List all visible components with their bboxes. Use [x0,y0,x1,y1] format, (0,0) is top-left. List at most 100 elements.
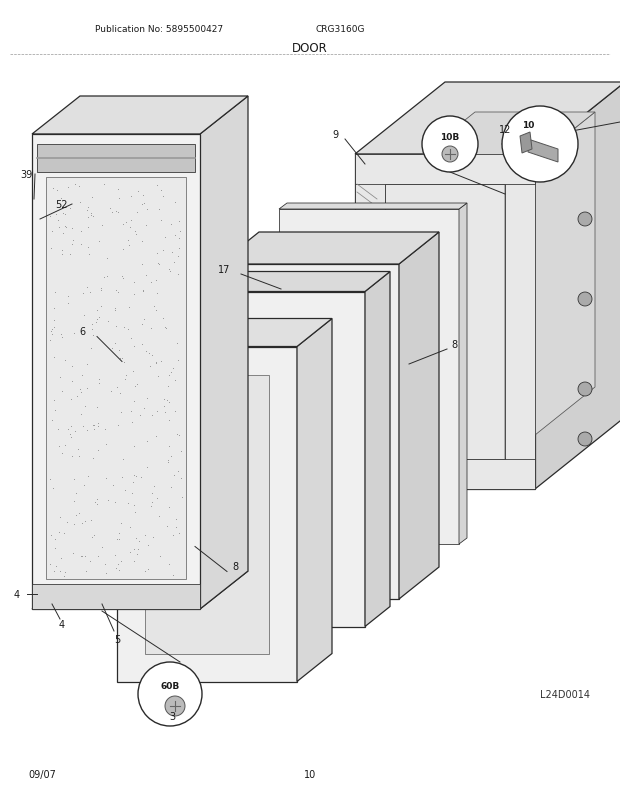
Point [154,510,164,523]
Point [94,377,104,390]
Text: 10: 10 [304,769,316,779]
Point [122,217,131,229]
Point [118,272,128,285]
Point [94,236,104,249]
Point [118,243,128,256]
Point [136,338,146,351]
Point [126,190,136,203]
Point [97,541,107,553]
Point [149,480,159,492]
Polygon shape [219,265,399,599]
Point [172,513,182,526]
Point [140,313,149,326]
Point [174,215,184,228]
Point [65,248,75,261]
Point [130,380,140,393]
Point [50,286,60,298]
Point [63,423,73,435]
Point [57,448,67,460]
Point [50,395,60,407]
Point [89,419,99,431]
Point [55,371,65,384]
Point [49,302,59,314]
Point [112,533,122,545]
Point [128,476,138,488]
Point [68,234,78,247]
Point [71,508,81,521]
Point [130,395,140,408]
Point [176,445,186,458]
Point [131,532,141,545]
Point [56,328,66,341]
Point [50,533,60,545]
Point [60,569,69,582]
Point [54,525,64,538]
Point [107,207,117,220]
Point [87,192,97,205]
Point [94,374,104,387]
Text: 10B: 10B [440,133,459,142]
Point [170,375,180,387]
Point [176,472,186,484]
Point [129,340,139,353]
Point [141,269,151,282]
Point [170,406,180,419]
Point [118,219,128,232]
Point [79,516,89,529]
Polygon shape [185,272,390,292]
Text: 17: 17 [218,265,230,274]
Point [126,405,136,418]
Point [172,337,182,350]
Point [67,238,77,251]
Point [87,209,97,222]
Point [117,407,126,419]
Point [129,440,139,453]
Point [87,452,97,464]
Point [162,520,172,533]
Point [69,518,79,531]
Point [160,231,170,244]
Point [126,214,136,227]
Point [82,205,92,217]
Point [131,470,141,483]
Point [163,454,173,467]
Point [84,249,94,261]
Point [166,218,175,231]
Point [116,517,126,530]
Polygon shape [117,347,297,682]
Circle shape [138,662,202,726]
Point [63,297,73,310]
Polygon shape [505,155,535,489]
Text: 09/07: 09/07 [28,769,56,779]
Point [60,566,70,579]
Point [103,493,113,506]
Point [111,284,121,297]
Polygon shape [32,135,200,610]
Point [93,550,103,563]
Point [87,330,97,342]
Point [164,396,174,409]
Point [141,461,151,474]
Circle shape [442,147,458,163]
Point [73,390,82,403]
Point [130,500,140,512]
Point [117,555,126,568]
Point [50,542,60,555]
Point [163,456,173,469]
Point [123,323,133,336]
Polygon shape [145,375,269,654]
Point [126,332,136,345]
Polygon shape [32,585,200,610]
Point [148,349,157,362]
Point [67,222,77,235]
Point [113,207,123,220]
Point [133,186,143,199]
Point [77,550,87,563]
Point [58,227,68,240]
Point [100,557,110,570]
Point [146,322,156,335]
Point [153,405,162,418]
Point [153,492,162,505]
Point [51,560,61,573]
Point [159,400,169,413]
